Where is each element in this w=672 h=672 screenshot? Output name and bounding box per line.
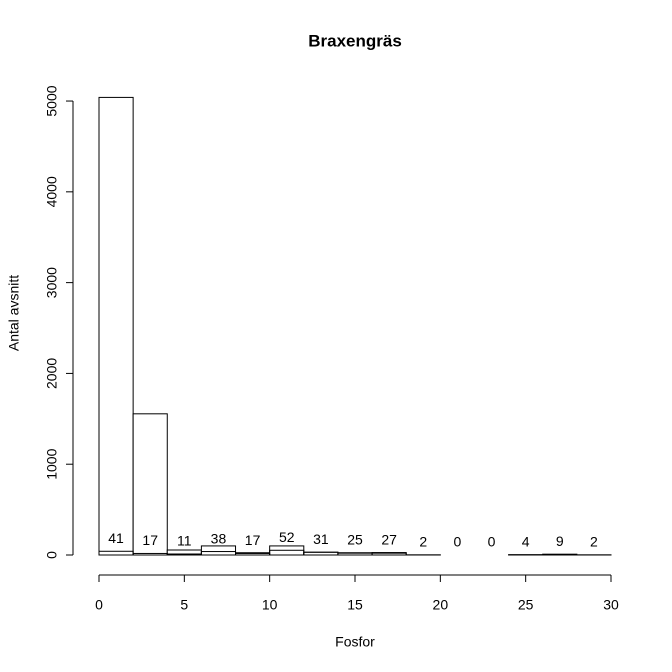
x-tick-label: 0: [95, 597, 103, 613]
y-axis-label: Antal avsnitt: [6, 275, 22, 351]
histogram-bar: [371, 552, 407, 556]
bar-value-label: 2: [419, 534, 427, 550]
bar-value-label: 4: [522, 533, 530, 549]
bar-value-label: 0: [454, 534, 462, 550]
histogram-bar: [132, 552, 168, 556]
histogram-bar: [542, 553, 578, 556]
histogram-bar: [235, 552, 271, 556]
x-tick-label: 25: [518, 597, 534, 613]
histogram-bar: [98, 96, 134, 556]
bar-value-label: 25: [347, 531, 363, 547]
chart-title: Braxengräs: [308, 31, 402, 50]
y-tick-label: 0: [44, 551, 60, 559]
bar-value-label: 2: [590, 534, 598, 550]
y-tick-label: 4000: [44, 176, 60, 207]
bar-value-label: 11: [177, 533, 192, 549]
bar-value-label: 9: [556, 533, 564, 549]
y-tick-label: 5000: [44, 85, 60, 116]
histogram-bar: [269, 549, 305, 556]
bar-value-label: 27: [381, 531, 397, 547]
bar-value-label: 17: [142, 532, 158, 548]
histogram-bar: [337, 552, 373, 556]
bar-value-label: 0: [488, 534, 496, 550]
bar-value-label: 52: [279, 529, 295, 545]
bar-value-label: 38: [211, 530, 227, 546]
histogram-bar: [303, 551, 339, 556]
histogram-bar: [166, 553, 202, 556]
x-tick-label: 20: [433, 597, 449, 613]
bar-value-label: 41: [108, 530, 124, 546]
x-tick-label: 15: [347, 597, 363, 613]
x-tick-label: 10: [262, 597, 278, 613]
histogram-bar: [200, 551, 237, 556]
bar-value-label: 17: [245, 532, 261, 548]
x-axis-label: Fosfor: [335, 634, 375, 650]
histogram-bar: [132, 413, 168, 556]
y-tick-label: 3000: [44, 267, 60, 298]
y-tick-label: 1000: [44, 448, 60, 479]
y-tick-label: 2000: [44, 358, 60, 389]
histogram-bar: [98, 550, 134, 556]
bar-value-label: 31: [313, 531, 329, 547]
x-tick-label: 30: [603, 597, 619, 613]
x-tick-label: 5: [180, 597, 188, 613]
